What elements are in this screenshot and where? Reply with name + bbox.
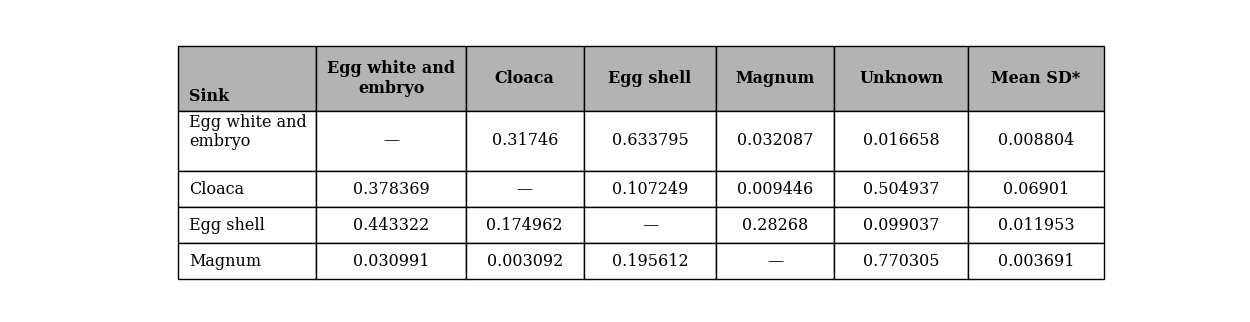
Text: 0.06901: 0.06901 [1003,181,1069,198]
Bar [834,46,968,111]
Bar [716,171,834,207]
Text: 0.195612: 0.195612 [611,253,689,270]
Bar [584,243,716,279]
Text: Sink: Sink [189,88,229,105]
Text: —: — [382,132,399,149]
Text: 0.003691: 0.003691 [998,253,1074,270]
Bar [968,207,1104,243]
Text: 0.443322: 0.443322 [352,217,429,234]
Text: 0.099037: 0.099037 [862,217,940,234]
Bar [466,171,584,207]
Text: 0.504937: 0.504937 [862,181,940,198]
Bar [316,46,466,111]
Text: 0.107249: 0.107249 [611,181,689,198]
Text: 0.032087: 0.032087 [738,132,814,149]
Bar [834,111,968,171]
Bar [968,243,1104,279]
Bar [316,207,466,243]
Text: Egg white and
embryo: Egg white and embryo [328,60,455,97]
Text: 0.003092: 0.003092 [486,253,562,270]
Bar [177,207,316,243]
Text: 0.633795: 0.633795 [611,132,689,149]
Text: 0.28268: 0.28268 [742,217,809,234]
Text: 0.770305: 0.770305 [862,253,940,270]
Text: 0.174962: 0.174962 [486,217,562,234]
Text: Unknown: Unknown [859,70,944,87]
Text: —: — [642,217,658,234]
Text: Magnum: Magnum [189,253,261,270]
Bar [834,243,968,279]
Bar [177,243,316,279]
Bar [584,171,716,207]
Bar [466,207,584,243]
Bar [466,46,584,111]
Bar [834,207,968,243]
Text: Magnum: Magnum [736,70,815,87]
Bar [316,111,466,171]
Bar [834,171,968,207]
Bar [177,111,316,171]
Text: —: — [768,253,784,270]
Text: Cloaca: Cloaca [495,70,555,87]
Text: 0.009446: 0.009446 [738,181,814,198]
Bar [716,207,834,243]
Text: Egg white and
embryo: Egg white and embryo [189,114,308,150]
Text: Egg shell: Egg shell [189,217,265,234]
Bar [316,171,466,207]
Bar [716,111,834,171]
Bar [584,207,716,243]
Bar [177,171,316,207]
Bar [968,171,1104,207]
Bar [968,46,1104,111]
Text: 0.011953: 0.011953 [998,217,1074,234]
Text: 0.030991: 0.030991 [352,253,429,270]
Bar [968,111,1104,171]
Bar [177,46,316,111]
Text: —: — [516,181,532,198]
Bar [466,111,584,171]
Text: 0.378369: 0.378369 [352,181,430,198]
Text: Mean SD*: Mean SD* [991,70,1080,87]
Text: Cloaca: Cloaca [189,181,244,198]
Bar [584,46,716,111]
Bar [716,243,834,279]
Text: 0.008804: 0.008804 [998,132,1074,149]
Text: 0.016658: 0.016658 [862,132,940,149]
Text: 0.31746: 0.31746 [491,132,558,149]
Bar [716,46,834,111]
Bar [584,111,716,171]
Bar [466,243,584,279]
Text: Egg shell: Egg shell [609,70,691,87]
Bar [316,243,466,279]
